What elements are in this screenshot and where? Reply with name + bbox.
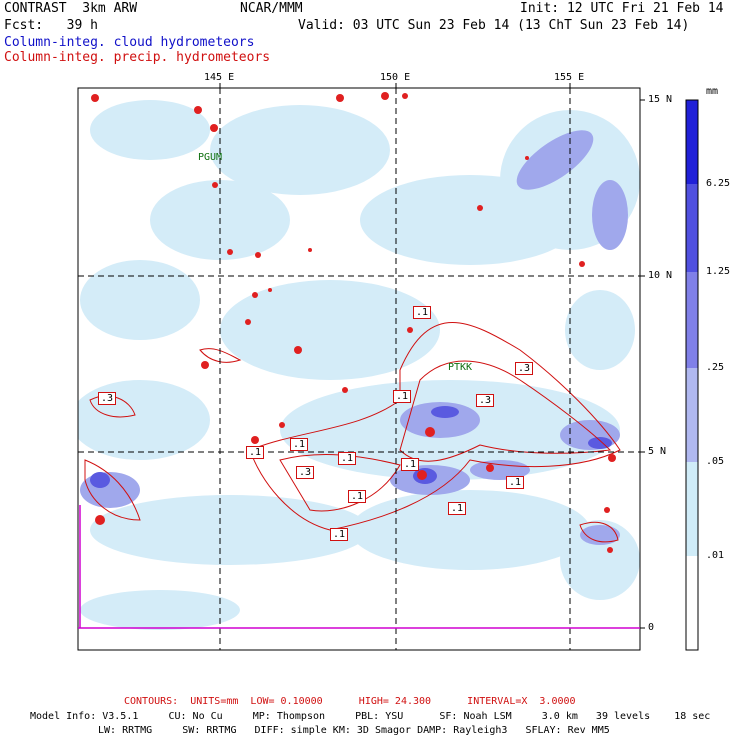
colorbar-band-4: [686, 368, 698, 462]
precip-cells: [91, 92, 616, 553]
station-pgum: PGUM: [198, 152, 223, 163]
colorbar-band-1: [686, 100, 698, 184]
colorbar-frame: [685, 99, 699, 651]
model-title: CONTRAST 3km ARW: [4, 1, 138, 16]
contour-label: .1: [246, 446, 265, 459]
contour-label: .3: [476, 394, 495, 407]
init-time: Init: 12 UTC Fri 21 Feb 14: [520, 1, 724, 16]
colorbar: [685, 99, 699, 651]
colorbar-label-0-05: .05: [706, 456, 725, 467]
lat-label-15n: 15 N: [648, 94, 673, 105]
colorbar-label-0-25: .25: [706, 362, 725, 373]
contour-label: .1: [401, 458, 420, 471]
cloud-field-label: Column-integ. cloud hydrometeors: [4, 35, 255, 50]
contour-label: .1: [448, 502, 467, 515]
tick-marks: [219, 83, 645, 629]
contour-label: .1: [338, 452, 357, 465]
colorbar-band-5: [686, 462, 698, 556]
contour-label: .3: [98, 392, 117, 405]
colorbar-label-1-25: 1.25: [706, 266, 731, 277]
valid-time: Valid: 03 UTC Sun 23 Feb 14 (13 ChT Sun …: [298, 18, 690, 33]
contour-label: .1: [290, 438, 309, 451]
colorbar-label-6-25: 6.25: [706, 178, 731, 189]
model-info-line-1: Model Info: V3.5.1 CU: No Cu MP: Thompso…: [30, 711, 711, 722]
precip-field-label: Column-integ. precip. hydrometeors: [4, 50, 271, 65]
contour-label: .1: [393, 390, 412, 403]
map-frame: [77, 87, 641, 651]
colorbar-band-3: [686, 272, 698, 368]
lat-label-0: 0: [648, 622, 655, 633]
lon-label-150e: 150 E: [380, 72, 411, 83]
colorbar-band-2: [686, 184, 698, 272]
contour-label: .1: [348, 490, 367, 503]
cloud-shading-medium: [80, 130, 628, 545]
contour-label: .1: [330, 528, 349, 541]
colorbar-label-0-01: .01: [706, 550, 725, 561]
contour-label: .1: [506, 476, 525, 489]
organization-label: NCAR/MMM: [240, 1, 303, 16]
station-ptkk: PTKK: [448, 362, 473, 373]
colorbar-band-6: [686, 556, 698, 650]
lat-label-5n: 5 N: [648, 446, 667, 457]
lat-label-10n: 10 N: [648, 270, 673, 281]
contour-label: .3: [296, 466, 315, 479]
contour-info: CONTOURS: UNITS=mm LOW= 0.10000 HIGH= 24…: [124, 696, 576, 707]
forecast-hour: Fcst: 39 h: [4, 18, 98, 33]
colorbar-units: mm: [706, 86, 719, 97]
lon-label-145e: 145 E: [204, 72, 235, 83]
contour-label: .3: [515, 362, 534, 375]
domain-boundary: [78, 505, 640, 629]
model-info-line-2: LW: RRTMG SW: RRTMG DIFF: simple KM: 3D …: [98, 725, 610, 736]
contour-label: .1: [413, 306, 432, 319]
lon-label-155e: 155 E: [554, 72, 585, 83]
graticule: [78, 88, 640, 650]
